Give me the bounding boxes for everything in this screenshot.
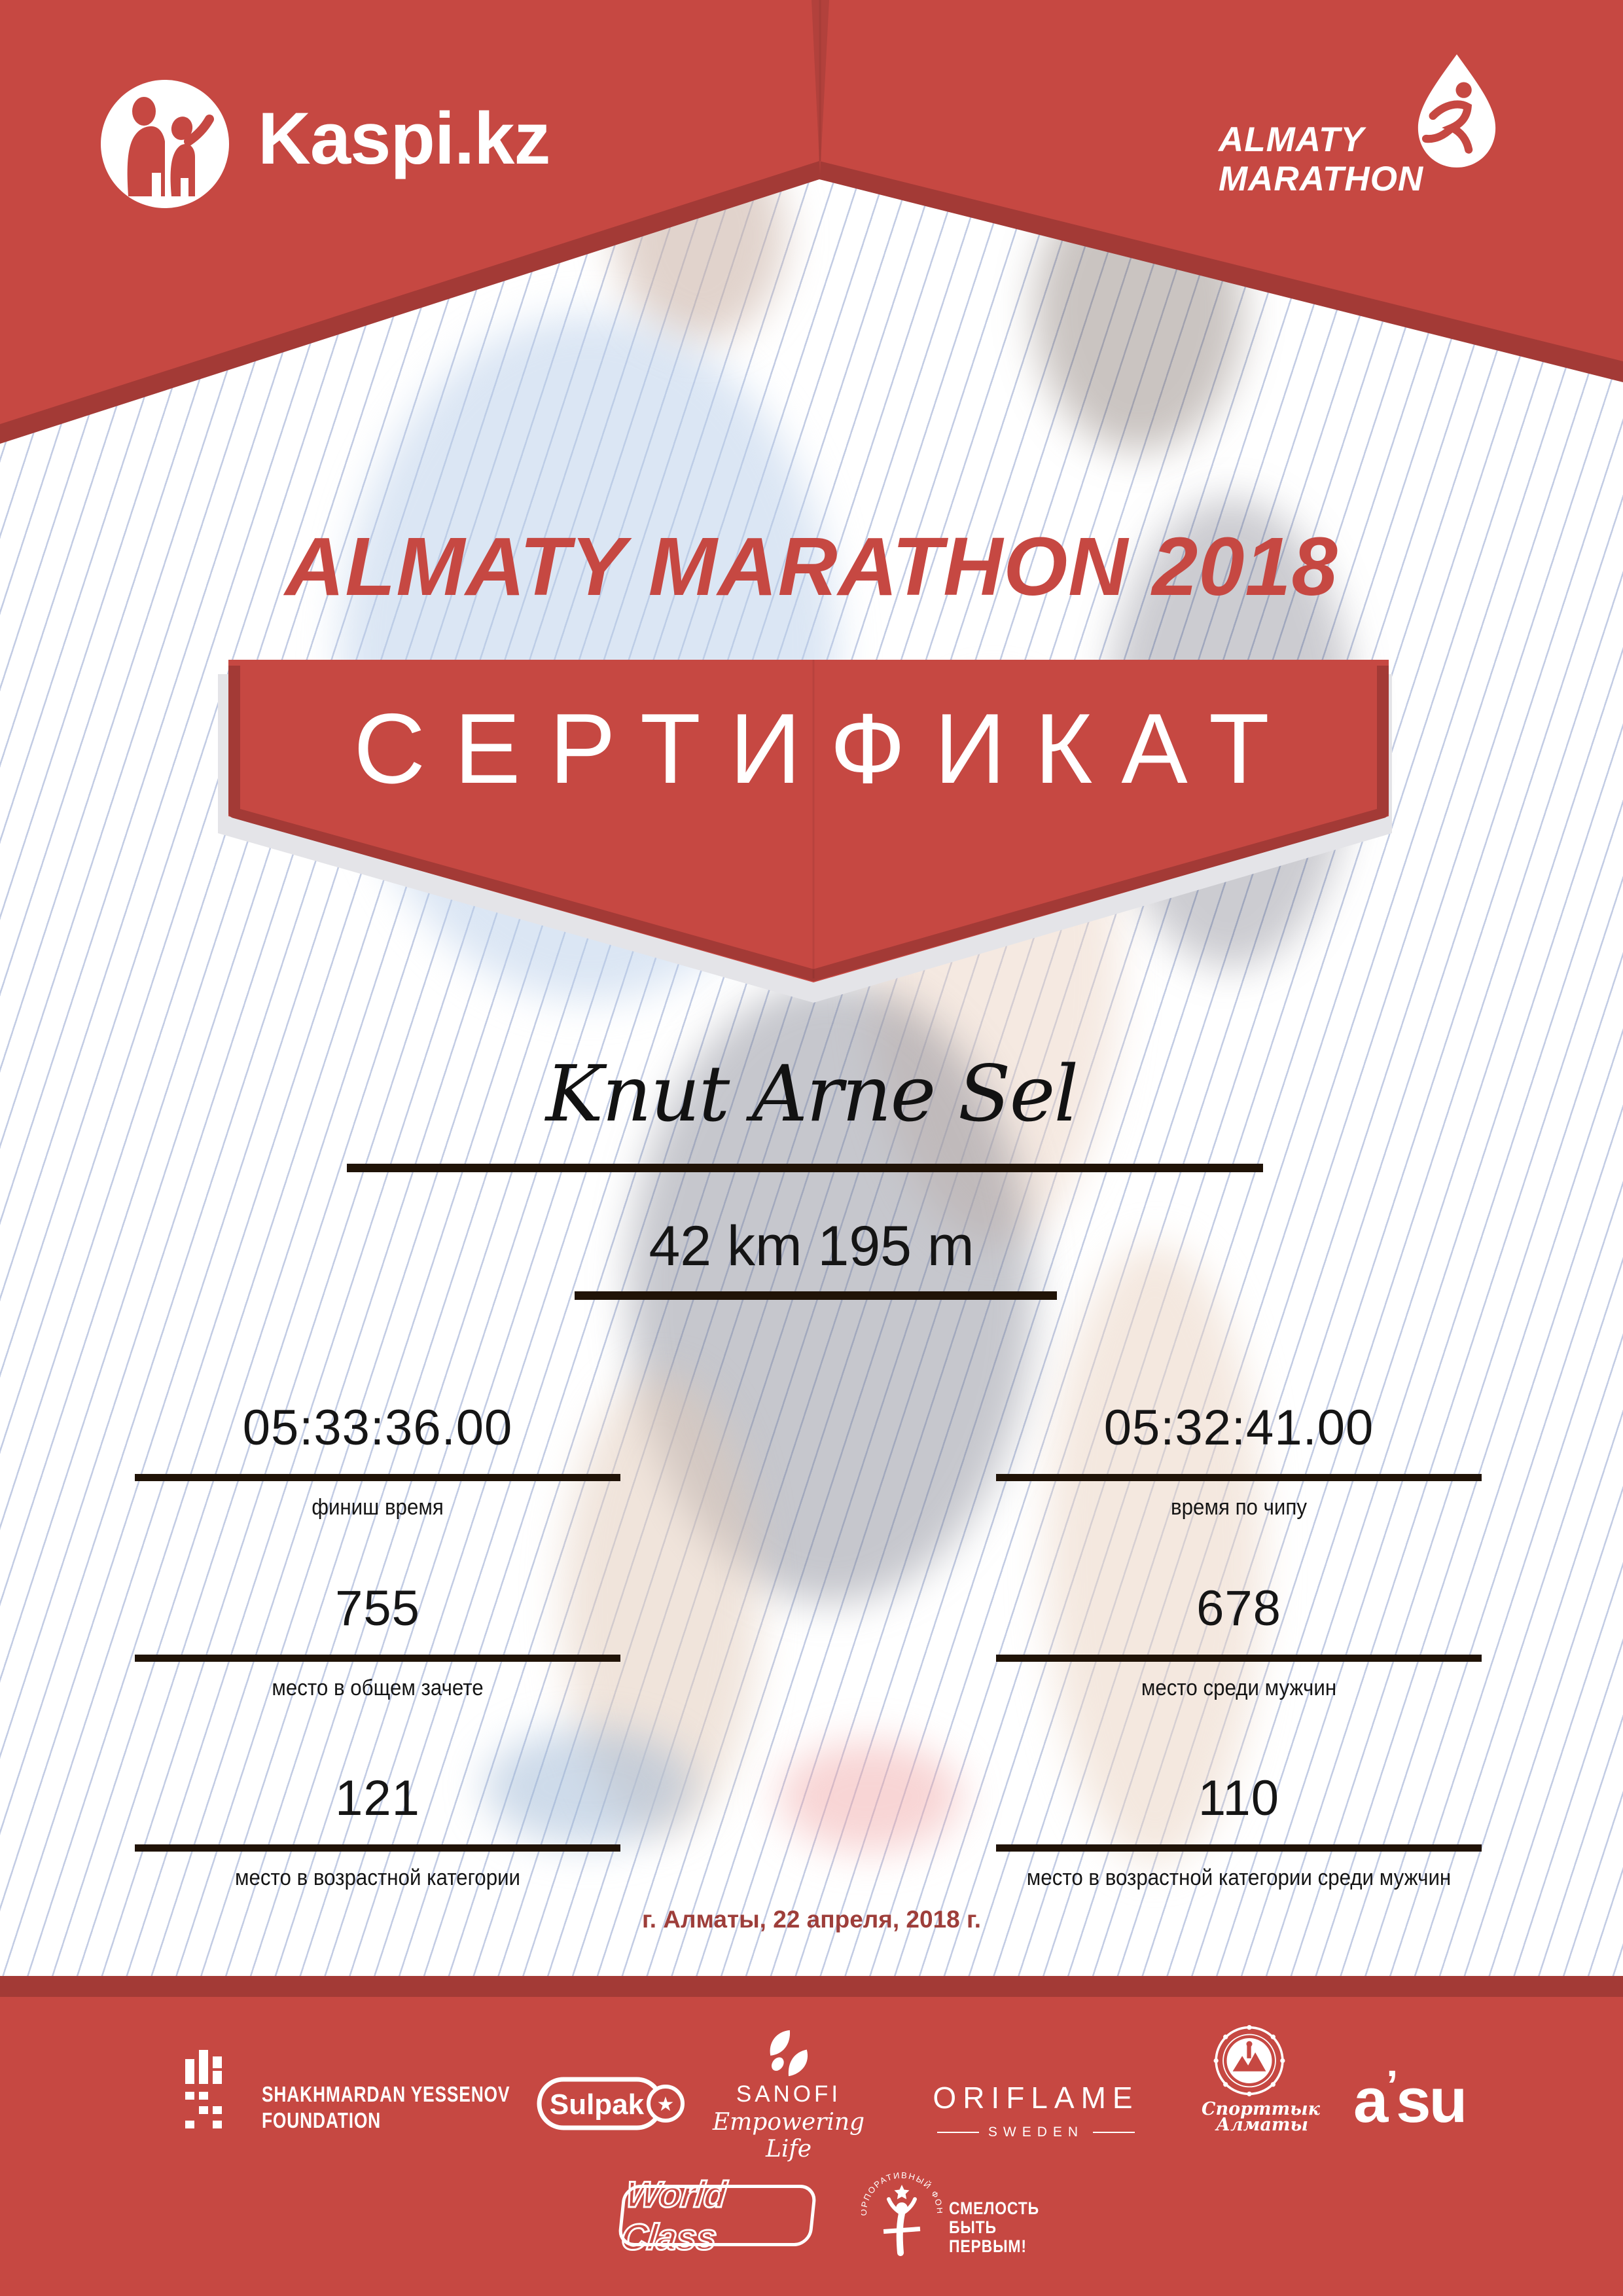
stat-overall-place: 755 место в общем зачете [96,1583,659,1700]
stat-age-men-place: 110 место в возрастной категории среди м… [957,1772,1520,1890]
fund-line3: ПЕРВЫМ! [949,2236,1027,2256]
yessenov-line2: FOUNDATION [262,2108,382,2132]
world-class-logo: World Class [617,2173,817,2259]
stat-value: 678 [1196,1581,1281,1636]
kaspi-logo-text: Kaspi.kz [258,98,550,179]
photo-blob-leg-right [1047,1244,1263,1865]
sanofi-text: SANOFI [736,2081,842,2107]
marathon-logo-text: ALMATY MARATHON [1219,120,1423,199]
photo-blob-shoe-blue [484,1728,694,1846]
stat-value: 110 [1198,1770,1280,1826]
stat-label: место в возрастной категории среди мужчи… [1026,1865,1452,1890]
fund-line1: СМЕЛОСТЬ [949,2198,1039,2218]
photo-blob-shoe-pink [779,1741,962,1852]
corporate-fund-badge-icon: КОРПОРАТИВНЫЙ ФОНД [861,2165,942,2256]
certificate-ribbon [218,660,1392,1003]
runner-name: Knut Arne Sel [545,1049,1079,1139]
oriflame-text: ORIFLAME [933,2081,1139,2115]
kaspi-logo-icon [101,80,229,208]
stat-value: 05:33:36.00 [242,1400,513,1456]
asu-su: su [1396,2066,1467,2136]
yessenov-foundation-icon [185,2050,222,2128]
stat-underline [996,1655,1482,1662]
distance-underline [575,1291,1057,1300]
corporate-fund-slogan: СМЕЛОСТЬ БЫТЬ ПЕРВЫМ! [949,2199,1039,2256]
world-class-text: World Class [618,2173,729,2259]
stat-value: 121 [335,1770,420,1826]
marathon-logo-line1: ALMATY [1219,120,1364,159]
yessenov-foundation-logo: SHAKHMARDAN YESSENOV FOUNDATION [262,2081,510,2134]
oriflame-logo: ORIFLAME SWEDEN [916,2080,1156,2140]
sulpak-text: Sulpak [550,2089,645,2121]
sulpak-star-icon: ★ [657,2094,675,2115]
event-title: ALMATY MARATHON 2018 [285,520,1338,613]
stat-underline [996,1844,1482,1852]
stat-underline [135,1474,620,1481]
stat-value: 05:32:41.00 [1103,1400,1374,1456]
footer-band [0,1997,1623,2296]
asu-logo: aʼsu [1353,2062,1467,2140]
stat-underline [135,1844,620,1852]
sanofi-logo: SANOFI Empowering Life [707,2029,870,2162]
stat-finish-time: 05:33:36.00 финиш время [96,1402,659,1520]
stat-age-place: 121 место в возрастной категории [96,1772,659,1890]
stat-label: финиш время [312,1495,444,1520]
sulpak-logo: Sulpak ★ [537,2077,685,2130]
yessenov-line1: SHAKHMARDAN YESSENOV [262,2082,510,2106]
certificate-label: СЕРТИФИКАТ [353,693,1298,804]
stat-underline [135,1655,620,1662]
header-banner [0,0,1623,444]
sport-almaty-emblem-icon [1213,2025,1285,2096]
stat-label: место среди мужчин [1141,1676,1337,1700]
date-line: г. Алматы, 22 апреля, 2018 г. [642,1906,981,1933]
sanofi-bird-icon [770,2030,808,2077]
marathon-logo-line2: MARATHON [1219,160,1424,198]
oriflame-rule-right [1093,2132,1135,2133]
oriflame-rule-left [936,2132,979,2133]
stat-value: 755 [335,1581,420,1636]
stat-chip-time: 05:32:41.00 время по чипу [957,1402,1520,1520]
footer-dark-strip [0,1976,1623,1997]
sport-almaty-logo: Спорттык Алматы [1202,2025,1320,2135]
stat-label: место в возрастной категории [234,1865,521,1890]
asu-a: a [1353,2066,1388,2136]
sanofi-tagline: Empowering Life [712,2109,865,2162]
marathon-drop-icon [1418,54,1496,168]
distance-value: 42 km 195 m [649,1215,974,1278]
stat-label: место в общем зачете [272,1676,484,1700]
sport-almaty-line2: Алматы [1216,2115,1308,2135]
stat-underline [996,1474,1482,1481]
stat-men-place: 678 место среди мужчин [957,1583,1520,1700]
fund-line2: БЫТЬ [949,2217,997,2237]
name-underline [347,1164,1263,1172]
oriflame-sub-text: SWEDEN [988,2125,1084,2140]
stat-label: время по чипу [1171,1495,1307,1520]
asu-apostrophe: ʼ [1386,2062,1398,2109]
oriflame-sweden-row: SWEDEN [916,2125,1156,2140]
